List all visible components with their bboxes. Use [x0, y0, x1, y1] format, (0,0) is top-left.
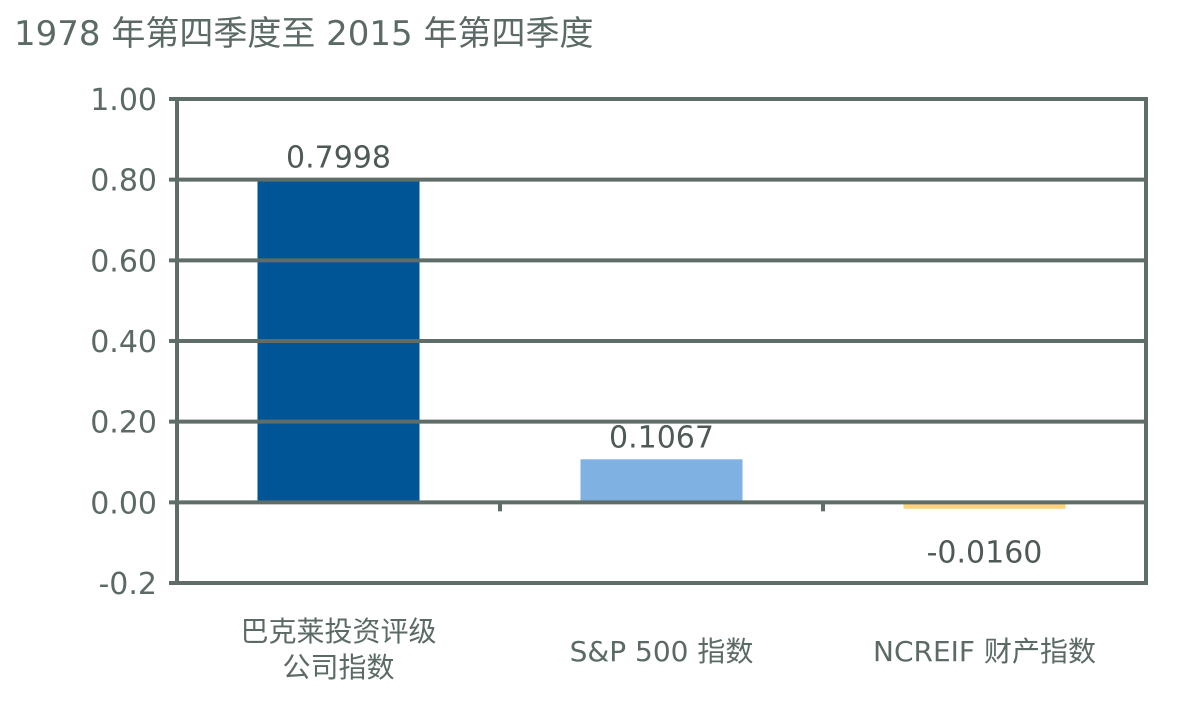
ytick-label-6: -0.2 [98, 567, 157, 602]
x-category-line: 公司指数 [282, 651, 395, 684]
ytick-label-0: 1.00 [90, 83, 157, 118]
ytick-label-5: 0.00 [90, 486, 157, 521]
ytick-label-4: 0.20 [90, 406, 157, 441]
x-category-label-1: S&P 500 指数 [492, 634, 832, 670]
ytick-label-1: 0.80 [90, 164, 157, 199]
x-category-line: NCREIF 财产指数 [873, 635, 1096, 668]
ytick-label-3: 0.40 [90, 325, 157, 360]
data-label-1: 0.1067 [609, 420, 714, 455]
x-category-label-2: NCREIF 财产指数 [815, 634, 1155, 670]
data-label-0: 0.7998 [286, 141, 391, 176]
ytick-label-2: 0.60 [90, 244, 157, 279]
x-category-line: 巴克莱投资评级 [240, 615, 437, 648]
x-category-label-0: 巴克莱投资评级 公司指数 [169, 614, 509, 686]
data-label-2: -0.0160 [927, 535, 1043, 570]
bar-1 [580, 459, 743, 503]
bar-2 [903, 502, 1066, 509]
x-category-line: S&P 500 指数 [569, 635, 754, 668]
chart-title: 1978 年第四季度至 2015 年第四季度 [14, 14, 594, 54]
